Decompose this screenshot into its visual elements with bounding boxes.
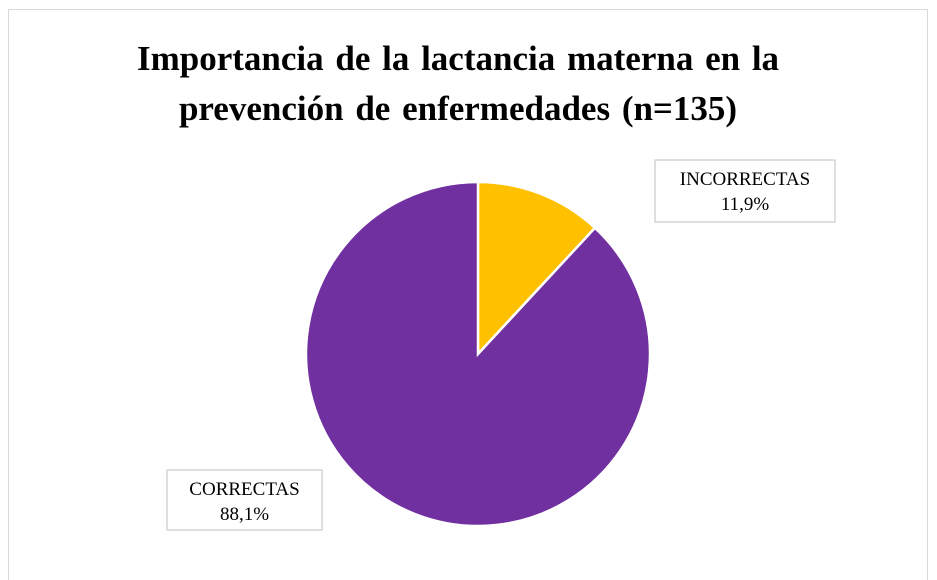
- value-label: 11,9%: [721, 194, 770, 215]
- pie-slice: [304, 180, 652, 528]
- value-label: 88,1%: [220, 504, 269, 525]
- label-box: [654, 159, 836, 223]
- chart-frame: [8, 9, 928, 580]
- category-label: INCORRECTAS: [680, 169, 810, 190]
- pie-slice: [476, 180, 597, 358]
- label-box: [166, 469, 323, 531]
- category-label: CORRECTAS: [189, 479, 299, 500]
- chart-title: Importancia de la lactancia materna en l…: [136, 39, 780, 128]
